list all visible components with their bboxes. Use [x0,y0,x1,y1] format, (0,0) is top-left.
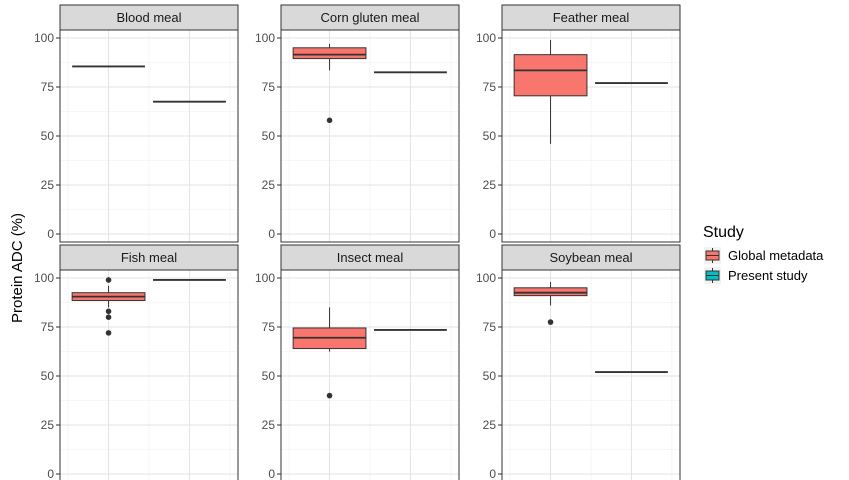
panel-border [59,269,239,480]
y-tick-label: 100 [34,271,54,285]
legend-entry: Global metadata [704,247,824,264]
y-tick-label: 25 [483,418,497,432]
y-tick-label: 100 [476,31,496,45]
facet-title: Soybean meal [549,250,632,265]
legend-label: Present study [728,268,808,283]
outlier-point [547,319,554,325]
panel-border [280,29,460,243]
facet-title: Fish meal [121,250,177,265]
y-tick-label: 75 [41,320,55,334]
outlier-point [105,308,112,315]
facet-panel: Blood meal 0 25 50 75 100 [34,4,239,243]
legend-title: Study [703,224,744,241]
facet-title: Blood meal [116,10,181,25]
facet-strip [501,4,681,31]
legend-label: Global metadata [728,248,824,263]
legend-entry: Present study [704,267,808,284]
y-tick-label: 25 [41,418,55,432]
outlier-point [105,277,112,283]
y-tick-label: 25 [483,178,497,192]
facet-panel: Fish meal 0 25 50 75 100 [34,244,239,480]
box-global-metadata [513,281,588,325]
facet-panel: Insect meal 0 25 50 75 100 [255,244,460,480]
box-body [513,54,588,97]
y-tick-label: 100 [255,271,275,285]
facet-panel: Feather meal 0 25 50 75 100 [476,4,681,243]
panel-border [501,269,681,480]
facet-strip [280,4,460,31]
y-tick-label: 50 [483,369,497,383]
y-tick-label: 75 [483,80,497,94]
legend: Study Global metadata Present study [703,224,824,284]
y-tick-label: 25 [41,178,55,192]
y-tick-label: 50 [262,369,276,383]
box-global-metadata [292,43,367,124]
facet-strip [501,244,681,271]
panel-border [280,269,460,480]
box-global-metadata [513,39,588,144]
y-tick-label: 0 [489,227,496,241]
facet-strip [59,4,239,31]
y-tick-label: 0 [268,227,275,241]
outlier-point [105,330,112,336]
y-tick-label: 100 [476,271,496,285]
facet-panels: Blood meal 0 25 50 75 100 Corn gluten meal 0 25 5… [34,4,681,480]
y-tick-label: 75 [262,80,276,94]
outlier-point [326,392,333,399]
box-body [513,287,588,297]
y-tick-label: 75 [41,80,55,94]
y-tick-label: 100 [34,31,54,45]
box-global-metadata [71,277,146,336]
y-tick-label: 75 [262,320,276,334]
y-axis-title: Protein ADC (%) [9,213,26,323]
y-tick-label: 50 [41,129,55,143]
facet-panel: Corn gluten meal 0 25 50 75 100 [255,4,460,243]
outlier-point [105,314,112,321]
facet-title: Corn gluten meal [321,10,420,25]
y-tick-label: 0 [268,467,275,480]
panel-border [59,29,239,243]
outlier-point [326,117,333,124]
facet-title: Feather meal [553,10,630,25]
facet-panel: Soybean meal 0 25 50 75 100 [476,244,681,480]
facet-strip [280,244,460,271]
y-tick-label: 75 [483,320,497,334]
y-tick-label: 0 [489,467,496,480]
y-tick-label: 50 [483,129,497,143]
box-body [292,47,367,60]
y-tick-label: 50 [41,369,55,383]
facet-title: Insect meal [337,250,404,265]
box-global-metadata [292,307,367,399]
y-tick-label: 50 [262,129,276,143]
y-tick-label: 100 [255,31,275,45]
y-tick-label: 0 [47,467,54,480]
y-tick-label: 25 [262,178,276,192]
y-tick-label: 25 [262,418,276,432]
panel-border [501,29,681,243]
y-tick-label: 0 [47,227,54,241]
